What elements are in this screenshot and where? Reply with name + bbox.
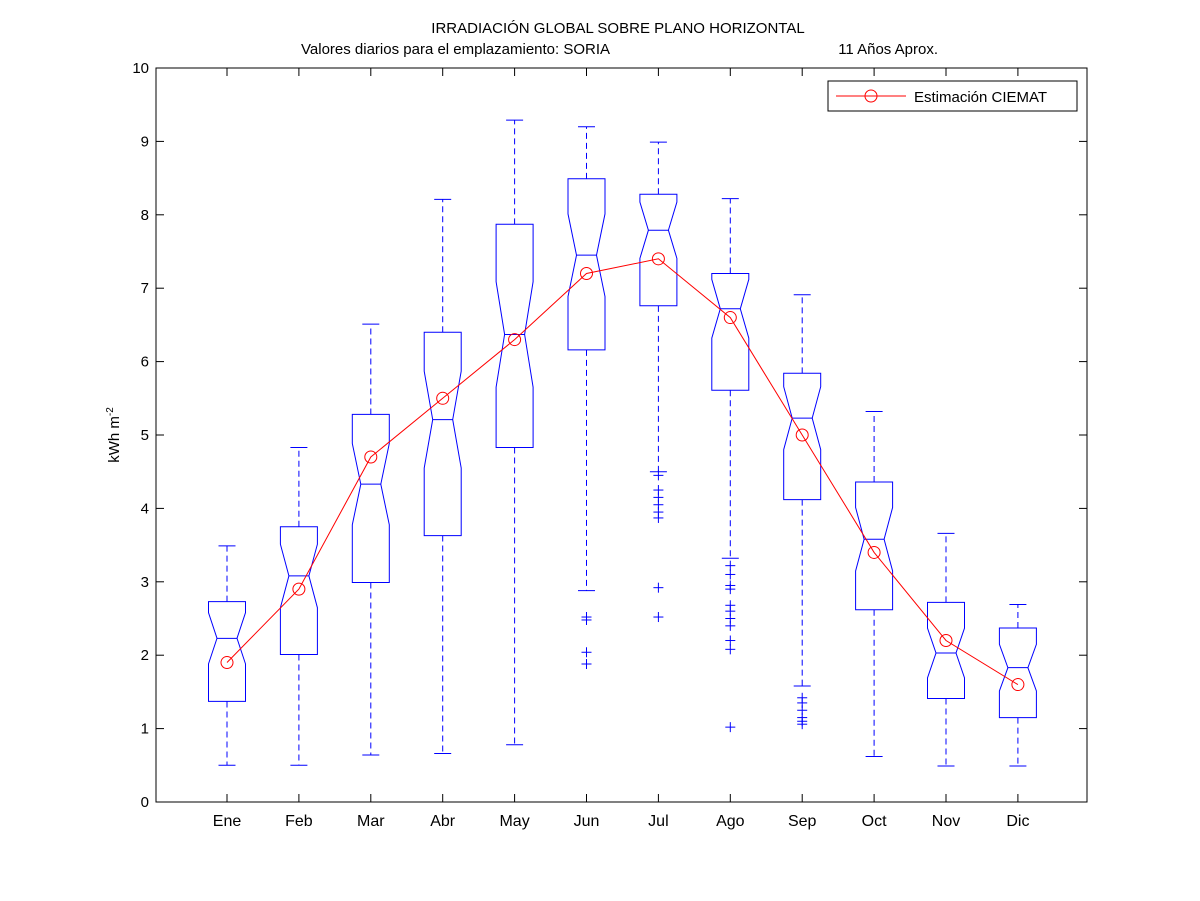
box-outlier-marker bbox=[653, 582, 664, 593]
y-tick-label: 4 bbox=[141, 500, 149, 517]
estimate-series bbox=[220, 252, 1025, 692]
estimate-point bbox=[939, 634, 953, 648]
box-body bbox=[567, 178, 606, 351]
box-ago bbox=[711, 198, 750, 733]
legend-label: Estimación CIEMAT bbox=[914, 89, 1047, 106]
estimate-point bbox=[651, 252, 665, 266]
estimate-point bbox=[436, 391, 450, 405]
estimate-point bbox=[867, 545, 881, 559]
y-axis-label-exponent: -2 bbox=[105, 407, 116, 416]
x-tick-label: Feb bbox=[285, 813, 313, 830]
x-tick-label: Abr bbox=[430, 813, 456, 830]
estimate-point bbox=[580, 267, 593, 281]
box-outlier-marker bbox=[653, 612, 664, 623]
plot-area-frame bbox=[155, 67, 1088, 803]
box-body bbox=[495, 223, 534, 448]
x-tick-label: Ene bbox=[213, 813, 242, 830]
box-body bbox=[783, 372, 822, 501]
box-outlier-marker bbox=[725, 644, 736, 655]
x-tick-label: Ago bbox=[716, 813, 745, 830]
box-body bbox=[351, 413, 390, 583]
box-oct bbox=[855, 411, 894, 757]
box-body bbox=[423, 331, 462, 537]
box-outlier-marker bbox=[725, 722, 736, 733]
box-outlier-marker bbox=[725, 569, 736, 580]
y-tick-label: 0 bbox=[141, 794, 149, 811]
estimate-point bbox=[220, 656, 234, 670]
x-tick-label: Mar bbox=[357, 813, 385, 830]
box-body bbox=[208, 601, 246, 702]
x-tick-label: Jun bbox=[574, 813, 600, 830]
estimate-point bbox=[1011, 678, 1025, 692]
y-tick-label: 10 bbox=[132, 60, 149, 77]
box-jun bbox=[567, 126, 606, 670]
box-outlier-marker bbox=[797, 719, 808, 730]
box-ene bbox=[208, 545, 246, 766]
box-outlier-marker bbox=[725, 635, 736, 646]
box-abr bbox=[423, 198, 462, 755]
box-nov bbox=[927, 532, 965, 767]
estimate-point bbox=[508, 333, 522, 347]
box-outlier-marker bbox=[725, 560, 736, 571]
y-tick-label: 9 bbox=[141, 133, 149, 150]
chart-subtitle-location: Valores diarios para el emplazamiento: S… bbox=[301, 41, 610, 58]
box-outlier-marker bbox=[653, 470, 664, 481]
x-tick-label: Dic bbox=[1006, 813, 1029, 830]
y-tick-label: 8 bbox=[141, 207, 149, 224]
x-tick-label: May bbox=[499, 813, 529, 830]
box-may bbox=[495, 119, 534, 746]
x-tick-label: Jul bbox=[648, 813, 668, 830]
box-body bbox=[279, 526, 318, 655]
legend: Estimación CIEMAT bbox=[827, 80, 1078, 112]
box-outlier-marker bbox=[725, 584, 736, 595]
box-body bbox=[855, 481, 894, 611]
estimate-line bbox=[226, 258, 1019, 686]
y-axis-label: kWh m-2 bbox=[105, 407, 123, 463]
y-tick-label: 2 bbox=[141, 647, 149, 664]
box-series bbox=[208, 119, 1037, 767]
x-tick-label: Oct bbox=[862, 813, 887, 830]
box-outlier-marker bbox=[581, 647, 592, 658]
box-body bbox=[927, 601, 965, 699]
estimate-point bbox=[795, 428, 809, 442]
estimate-point bbox=[364, 450, 378, 464]
box-body bbox=[998, 627, 1037, 719]
y-tick-label: 7 bbox=[141, 280, 149, 297]
y-tick-label: 6 bbox=[141, 354, 149, 371]
y-tick-label: 3 bbox=[141, 574, 149, 591]
box-outlier-marker bbox=[581, 614, 592, 625]
box-mar bbox=[351, 323, 390, 756]
box-feb bbox=[279, 446, 318, 766]
x-axis-ticks: Ene Feb Mar Abr May Jun Jul Ago Sep Oct Nov Dic bbox=[213, 68, 1029, 830]
box-dic bbox=[998, 604, 1037, 767]
y-axis-ticks: 0 1 2 3 4 5 6 7 8 9 10 bbox=[132, 60, 1087, 811]
x-tick-label: Nov bbox=[932, 813, 960, 830]
x-tick-label: Sep bbox=[788, 813, 817, 830]
estimate-point bbox=[723, 311, 737, 325]
box-body bbox=[711, 273, 750, 391]
chart-title: IRRADIACIÓN GLOBAL SOBRE PLANO HORIZONTA… bbox=[431, 20, 804, 37]
box-outlier-marker bbox=[653, 512, 664, 523]
y-tick-label: 1 bbox=[141, 721, 149, 738]
y-tick-label: 5 bbox=[141, 427, 149, 444]
legend-marker-swatch bbox=[864, 89, 878, 103]
box-sep bbox=[783, 294, 822, 730]
box-outlier-marker bbox=[581, 659, 592, 670]
box-outlier-marker bbox=[725, 620, 736, 631]
y-axis-label-unit: kWh m bbox=[106, 416, 123, 463]
estimate-point bbox=[292, 582, 306, 596]
chart-subtitle-period: 11 Años Aprox. bbox=[838, 41, 938, 58]
